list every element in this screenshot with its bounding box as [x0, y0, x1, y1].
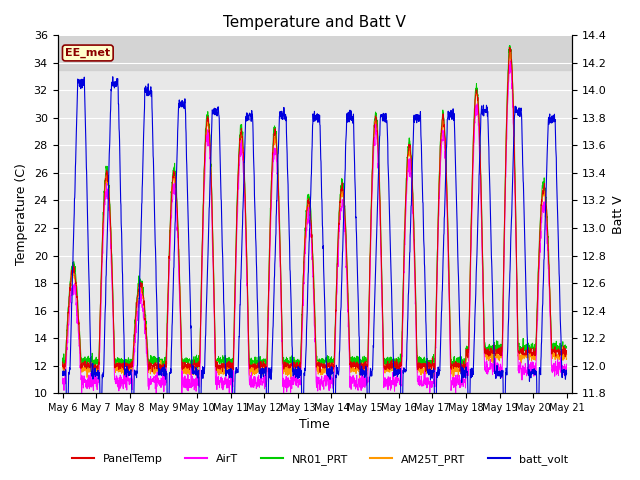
Legend: PanelTemp, AirT, NR01_PRT, AM25T_PRT, batt_volt: PanelTemp, AirT, NR01_PRT, AM25T_PRT, ba… [68, 450, 572, 469]
Y-axis label: Temperature (C): Temperature (C) [15, 163, 28, 265]
X-axis label: Time: Time [300, 419, 330, 432]
Text: EE_met: EE_met [65, 48, 110, 58]
Bar [58, 36, 572, 70]
Y-axis label: Batt V: Batt V [612, 195, 625, 234]
Title: Temperature and Batt V: Temperature and Batt V [223, 15, 406, 30]
